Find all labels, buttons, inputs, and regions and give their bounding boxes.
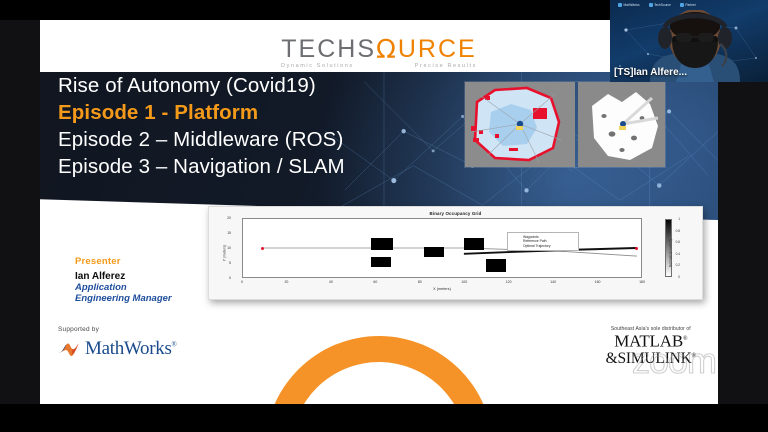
- participant-name-label: [TS]Ian Alfere...: [614, 67, 687, 78]
- chart-xtick-label: 20: [284, 280, 289, 284]
- chart-colorbar-tick-label: 0.2: [675, 263, 680, 268]
- logo-word-right: URCE: [397, 35, 477, 63]
- chart-ytick-label: 15: [227, 231, 231, 235]
- mathworks-wordmark: MathWorks®: [85, 338, 177, 359]
- bg-logo-techsource: TechSource: [648, 3, 671, 7]
- chart-xlabel: X (meters): [433, 287, 451, 291]
- legend-item-reference-path: Reference Path: [510, 239, 576, 244]
- chart-xtick-label: 160: [594, 280, 601, 284]
- chart-plot-area: Waypoints Reference Path Optimal Traject…: [242, 218, 642, 278]
- bg-logo-mathworks-icon: [618, 3, 622, 7]
- legend-marker-optimal-trajectory: [510, 244, 521, 247]
- occupancy-map-colored: [465, 82, 575, 167]
- headline-line-3: Episode 2 – Middleware (ROS): [58, 128, 344, 151]
- slam-map-thumbnails: [465, 82, 665, 167]
- presenter-block: Presenter Ian Alferez Application Engine…: [75, 256, 172, 305]
- bg-logo-mathworks: MathWorks: [618, 3, 640, 7]
- chart-xtick-label: 120: [505, 280, 512, 284]
- chart-waypoint-marker: [635, 246, 639, 250]
- presenter-title-line1: Application: [75, 281, 127, 293]
- chart-obstacle: [486, 259, 507, 272]
- mathworks-logo: MathWorks®: [58, 338, 177, 360]
- legend-label-reference-path: Reference Path: [523, 239, 547, 244]
- chart-title: Binary Occupancy Grid: [429, 210, 482, 216]
- legend-marker-reference-path: [510, 240, 521, 243]
- slide-headline-block: Rise of Autonomy (Covid19) Episode 1 - P…: [40, 72, 718, 180]
- supported-by-block: Supported by MathWorks®: [58, 326, 177, 360]
- chart-ytick-label: 0: [229, 276, 231, 280]
- distributor-block: Southeast Asia's sole distributor of MAT…: [605, 326, 697, 367]
- legend-item-optimal-trajectory: Optimal Trajectory: [510, 244, 576, 249]
- logo-word-left: TECHS: [281, 35, 376, 63]
- zoom-watermark: zoom: [631, 339, 717, 381]
- chart-xtick-label: 0: [241, 280, 243, 284]
- mathworks-membrane-icon: [59, 342, 79, 356]
- chart-obstacle: [371, 237, 394, 250]
- chart-colorbar-tick-label: 0.8: [675, 228, 680, 233]
- chart-colorbar-tick-label: 0.6: [675, 240, 680, 245]
- techsource-logo: TECHSΩURCE Dynamic Solutions Precise Res…: [281, 35, 477, 70]
- chart-obstacle: [424, 247, 445, 257]
- bg-logo-partner: Partner: [679, 3, 696, 7]
- presenter-role: Presenter: [75, 256, 121, 267]
- chart-colorbar-tick-label: 0: [678, 275, 680, 279]
- headline-line-1: Rise of Autonomy (Covid19): [58, 74, 316, 97]
- techsource-tagline: Dynamic Solutions Precise Results: [281, 63, 477, 69]
- chart-obstacle: [464, 238, 484, 251]
- virtual-background-logos: MathWorks TechSource Partner: [618, 3, 696, 7]
- chart-xtick-label: 40: [328, 280, 333, 284]
- presenter-title-line2: Engineering Manager: [75, 293, 172, 304]
- techsource-logo-text: TECHSΩURCE: [281, 35, 477, 65]
- chart-obstacle: [371, 256, 392, 268]
- chart-ytick-label: 10: [227, 246, 231, 250]
- chart-xtick-label: 140: [550, 280, 557, 284]
- chart-xtick-label: 100: [461, 280, 468, 284]
- bg-logo-partner-icon: [679, 3, 684, 7]
- occupancy-map-grayscale: [578, 82, 665, 167]
- matlab-figure: Binary Occupancy Grid Y (meters) Waypoin…: [208, 206, 703, 300]
- presenter-name: Ian Alferez: [75, 270, 126, 282]
- chart-colorbar-tick-label: 1: [678, 217, 680, 221]
- omega-icon: Ω: [376, 35, 398, 65]
- distributor-note: Southeast Asia's sole distributor of: [610, 326, 691, 333]
- tagline-right: Precise Results: [414, 63, 477, 69]
- chart-waypoint-marker: [261, 246, 265, 250]
- participant-video-tile[interactable]: MathWorks TechSource Partner: [610, 0, 768, 82]
- chart-colorbar: [665, 219, 672, 277]
- chart-colorbar-tick-label: 0.4: [675, 251, 680, 256]
- chart-xtick-label: 180: [639, 280, 645, 284]
- shared-slide: TECHSΩURCE Dynamic Solutions Precise Res…: [40, 20, 718, 404]
- slide-header-band: TECHSΩURCE Dynamic Solutions Precise Res…: [40, 20, 718, 72]
- chart-legend: Waypoints Reference Path Optimal Traject…: [507, 232, 579, 251]
- map-grayscale-graphic: [578, 82, 665, 167]
- legend-label-waypoints: Waypoints: [523, 234, 539, 239]
- legend-item-waypoints: Waypoints: [510, 235, 576, 240]
- letterbox-left: [0, 0, 40, 432]
- chart-xtick-label: 80: [417, 280, 422, 284]
- matlab-wordmark: MATLAB®: [614, 331, 688, 351]
- supported-by-label: Supported by: [58, 326, 100, 333]
- headline-line-4: Episode 3 – Navigation / SLAM: [58, 155, 345, 178]
- headline-line-2: Episode 1 - Platform: [58, 101, 259, 124]
- legend-label-optimal-trajectory: Optimal Trajectory: [523, 243, 551, 248]
- chart-ytick-label: 5: [229, 261, 231, 265]
- legend-marker-waypoints: [510, 235, 521, 238]
- chart-colorbar-label: Normalized velocity: [668, 238, 673, 268]
- participant-webcam-image: [650, 10, 740, 82]
- simulink-wordmark: &SIMULINK®: [605, 350, 697, 367]
- map-colored-graphic: [465, 82, 575, 167]
- chart-ylabel: Y (meters): [222, 244, 227, 262]
- letterbox-top: [0, 0, 768, 20]
- orange-arc-decoration: [265, 336, 493, 404]
- letterbox-bottom: [0, 404, 768, 432]
- chart-ytick-label: 20: [227, 216, 231, 220]
- bg-logo-techsource-icon: [648, 3, 653, 7]
- chart-xtick-label: 60: [373, 280, 378, 284]
- tagline-left: Dynamic Solutions: [281, 63, 354, 69]
